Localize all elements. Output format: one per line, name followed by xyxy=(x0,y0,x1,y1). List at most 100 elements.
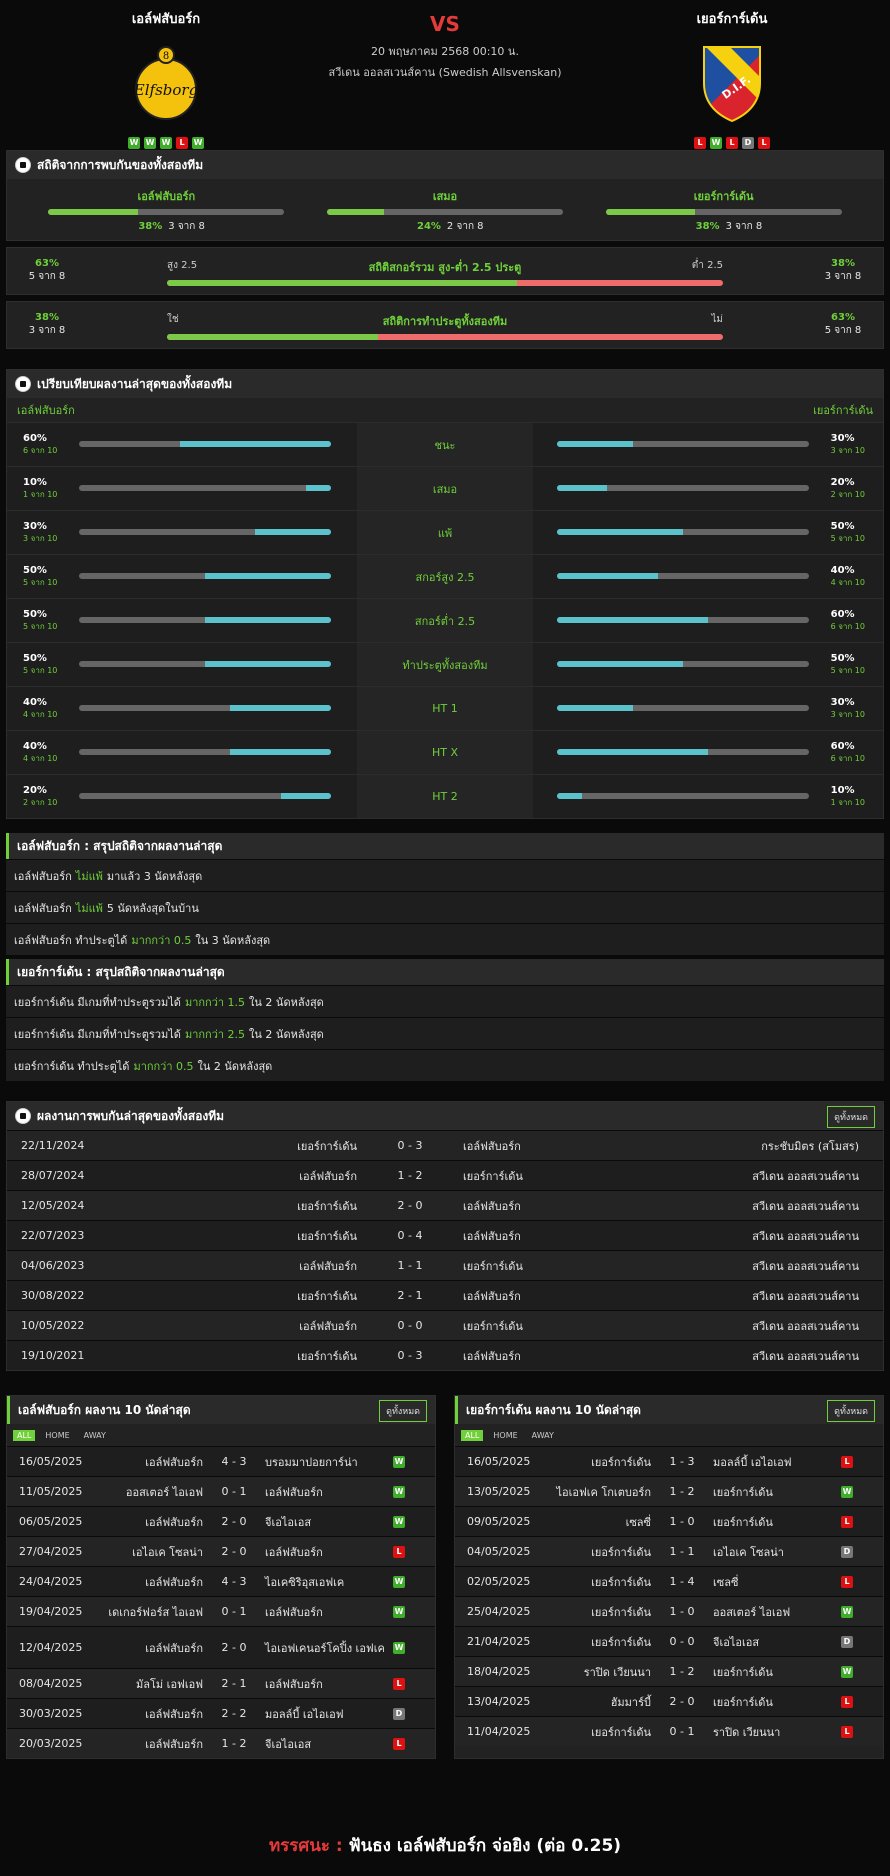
match-row[interactable]: 21/04/2025 เยอร์การ์เด้น 0 - 0 จีเอไอเอส D xyxy=(455,1626,883,1656)
h2h-row[interactable]: 30/08/2022 เยอร์การ์เด้น 2 - 1 เอล์ฟสับอร์ก… xyxy=(7,1280,883,1310)
right-pct: 30% 3 จาก 10 xyxy=(831,433,865,457)
match-date: 08/04/2025 xyxy=(19,1677,83,1690)
away-team: เอล์ฟสับอร์ก xyxy=(463,1349,521,1363)
form-badge: L xyxy=(758,137,770,149)
score: 4 - 3 xyxy=(221,1575,247,1588)
match-row[interactable]: 11/04/2025 เยอร์การ์เด้น 0 - 1 ราปิด เวียนน… xyxy=(455,1716,883,1746)
result-badge: L xyxy=(841,1455,853,1468)
match-row[interactable]: 12/04/2025 เอล์ฟสับอร์ก 2 - 0 ไอเอฟเคนอร์โค… xyxy=(7,1626,435,1668)
right-bar xyxy=(557,749,809,755)
left-pct-value: 10% xyxy=(23,477,47,488)
right-pct: 60% 6 จาก 10 xyxy=(831,741,865,765)
match-date: 02/05/2025 xyxy=(467,1575,531,1588)
h2h-row[interactable]: 22/11/2024 เยอร์การ์เด้น 0 - 3 เอล์ฟสับอร์ก… xyxy=(7,1130,883,1160)
compare-metric: HT 1 xyxy=(357,687,533,730)
match-row[interactable]: 02/05/2025 เยอร์การ์เด้น 1 - 4 เซลซี่ L xyxy=(455,1566,883,1596)
h2h-bar-fill xyxy=(48,209,138,215)
left-bar xyxy=(79,661,331,667)
h2h-row[interactable]: 22/07/2023 เยอร์การ์เด้น 0 - 4 เอล์ฟสับอร์ก… xyxy=(7,1220,883,1250)
match-row[interactable]: 13/05/2025 ไอเอฟเค โกเตบอร์ก 1 - 2 เยอร์การ… xyxy=(455,1476,883,1506)
match-row[interactable]: 20/03/2025 เอล์ฟสับอร์ก 1 - 2 จีเอไอเอส L xyxy=(7,1728,435,1758)
match-date: 21/04/2025 xyxy=(467,1635,531,1648)
h2h-col-stat: 38% 3 จาก 8 xyxy=(48,219,284,234)
left-pct-of: 3 จาก 10 xyxy=(23,534,58,543)
view-all-button[interactable]: ดูทั้งหมด xyxy=(827,1106,875,1128)
tab-home[interactable]: HOME xyxy=(493,1430,518,1440)
tab-all[interactable]: ALL xyxy=(461,1429,484,1441)
result-badge: W xyxy=(841,1665,853,1678)
right-pct: 60% 6 จาก 10 xyxy=(831,609,865,633)
match-date: 25/04/2025 xyxy=(467,1605,531,1618)
match-date: 19/10/2021 xyxy=(21,1349,85,1362)
right-pct: 10% 1 จาก 10 xyxy=(831,785,865,809)
home-team-logo: 8 Elfsborg xyxy=(126,43,206,123)
right-bar-fill xyxy=(557,441,633,447)
match-date: 20 พฤษภาคม 2568 00:10 น. xyxy=(371,45,519,58)
tab-home[interactable]: HOME xyxy=(45,1430,70,1440)
right-bar-fill xyxy=(557,661,683,667)
h2h-row[interactable]: 10/05/2022 เอล์ฟสับอร์ก 0 - 0 เยอร์การ์เด้น… xyxy=(7,1310,883,1340)
right-bar xyxy=(557,441,809,447)
result-badge: W xyxy=(393,1575,405,1588)
score: 1 - 2 xyxy=(397,1169,423,1182)
match-row[interactable]: 13/04/2025 ฮัมมาร์บี้ 2 - 0 เยอร์การ์เด้น L xyxy=(455,1686,883,1716)
summary-text: เยอร์การ์เด้น ทำประตูได้ xyxy=(14,1059,130,1073)
under-label: ต่ำ 2.5 xyxy=(691,260,723,271)
match-row[interactable]: 08/04/2025 มัลโม่ เอฟเอฟ 2 - 1 เอล์ฟสับอร์ก… xyxy=(7,1668,435,1698)
left-pct: 50% 5 จาก 10 xyxy=(23,653,57,677)
football-icon xyxy=(15,376,31,392)
h2h-row[interactable]: 28/07/2024 เอล์ฟสับอร์ก 1 - 2 เยอร์การ์เด้น… xyxy=(7,1160,883,1190)
match-row[interactable]: 30/03/2025 เอล์ฟสับอร์ก 2 - 2 มอลล์บี้ เอไอ… xyxy=(7,1698,435,1728)
right-pct-value: 30% xyxy=(830,433,855,444)
match-row[interactable]: 04/05/2025 เยอร์การ์เด้น 1 - 1 เอไอเค โซลน่… xyxy=(455,1536,883,1566)
home-team: เยอร์การ์เด้น xyxy=(591,1575,651,1589)
match-date: 30/03/2025 xyxy=(19,1707,83,1720)
away-last10-rows: 16/05/2025 เยอร์การ์เด้น 1 - 3 มอลล์บี้ เอไ… xyxy=(455,1446,883,1746)
h2h-row[interactable]: 04/06/2023 เอล์ฟสับอร์ก 1 - 1 เยอร์การ์เด้น… xyxy=(7,1250,883,1280)
match-row[interactable]: 16/05/2025 เอล์ฟสับอร์ก 4 - 3 บรอมมาปอยการ์… xyxy=(7,1446,435,1476)
view-all-button[interactable]: ดูทั้งหมด xyxy=(379,1400,427,1422)
match-row[interactable]: 25/04/2025 เยอร์การ์เด้น 1 - 0 ออสเตอร์ ไอเ… xyxy=(455,1596,883,1626)
over-pct: 63% 5 จาก 8 xyxy=(7,258,87,284)
match-date: 10/05/2022 xyxy=(21,1319,85,1332)
match-row[interactable]: 27/04/2025 เอไอเค โซลน่า 2 - 0 เอล์ฟสับอร์ก… xyxy=(7,1536,435,1566)
tab-away[interactable]: AWAY xyxy=(531,1430,554,1440)
score: 1 - 3 xyxy=(669,1455,695,1468)
match-row[interactable]: 09/05/2025 เซลซี่ 1 - 0 เยอร์การ์เด้น L xyxy=(455,1506,883,1536)
btts-yes-of: 3 จาก 8 xyxy=(28,325,66,336)
right-pct-of: 5 จาก 10 xyxy=(830,666,865,675)
summary-row: เอล์ฟสับอร์ก ทำประตูได้ มากกว่า 0.5 ใน 3 น… xyxy=(6,923,884,955)
h2h-row[interactable]: 19/10/2021 เยอร์การ์เด้น 0 - 3 เอล์ฟสับอร์ก… xyxy=(7,1340,883,1370)
match-row[interactable]: 18/04/2025 ราปิด เวียนนา 1 - 2 เยอร์การ์เด้… xyxy=(455,1656,883,1686)
match-date: 13/04/2025 xyxy=(467,1695,531,1708)
tab-all[interactable]: ALL xyxy=(13,1429,36,1441)
match-date: 20/03/2025 xyxy=(19,1737,83,1750)
compare-row: 10% 1 จาก 10 เสมอ 20% 2 จาก 10 xyxy=(7,466,883,510)
view-all-button[interactable]: ดูทั้งหมด xyxy=(827,1400,875,1422)
summary-tail: ใน 2 นัดหลังสุด xyxy=(249,1027,324,1041)
match-row[interactable]: 06/05/2025 เอล์ฟสับอร์ก 2 - 0 จีเอไอเอส W xyxy=(7,1506,435,1536)
score: 2 - 1 xyxy=(221,1677,247,1690)
compare-left: 20% 2 จาก 10 xyxy=(7,775,357,818)
match-row[interactable]: 11/05/2025 ออสเตอร์ ไอเอฟ 0 - 1 เอล์ฟสับอร์… xyxy=(7,1476,435,1506)
score: 1 - 2 xyxy=(669,1665,695,1678)
match-row[interactable]: 24/04/2025 เอล์ฟสับอร์ก 4 - 3 ไอเคซิริอุสเอ… xyxy=(7,1566,435,1596)
match-row[interactable]: 19/04/2025 เดเกอร์ฟอร์ส ไอเอฟ 0 - 1 เอล์ฟสั… xyxy=(7,1596,435,1626)
tab-away[interactable]: AWAY xyxy=(83,1430,106,1440)
h2h-row[interactable]: 12/05/2024 เยอร์การ์เด้น 2 - 0 เอล์ฟสับอร์ก… xyxy=(7,1190,883,1220)
btts-stat: 38% 3 จาก 8 ใช่ สถิติการทำประตูทั้งสองทีม ไ… xyxy=(6,301,884,349)
compare-metric: เสมอ xyxy=(357,467,533,510)
summary-tail: ใน 2 นัดหลังสุด xyxy=(249,995,324,1009)
match-date: 16/05/2025 xyxy=(19,1455,83,1468)
home-team: เซลซี่ xyxy=(625,1515,651,1529)
home-team: เยอร์การ์เด้น xyxy=(297,1289,357,1303)
match-row[interactable]: 16/05/2025 เยอร์การ์เด้น 1 - 3 มอลล์บี้ เอไ… xyxy=(455,1446,883,1476)
svg-text:8: 8 xyxy=(163,51,169,62)
home-team: เยอร์การ์เด้น xyxy=(297,1349,357,1363)
summary-tail: มาแล้ว 3 นัดหลังสุด xyxy=(106,869,203,883)
right-bar xyxy=(557,705,809,711)
right-pct: 40% 4 จาก 10 xyxy=(831,565,865,589)
left-bar-fill xyxy=(230,749,331,755)
